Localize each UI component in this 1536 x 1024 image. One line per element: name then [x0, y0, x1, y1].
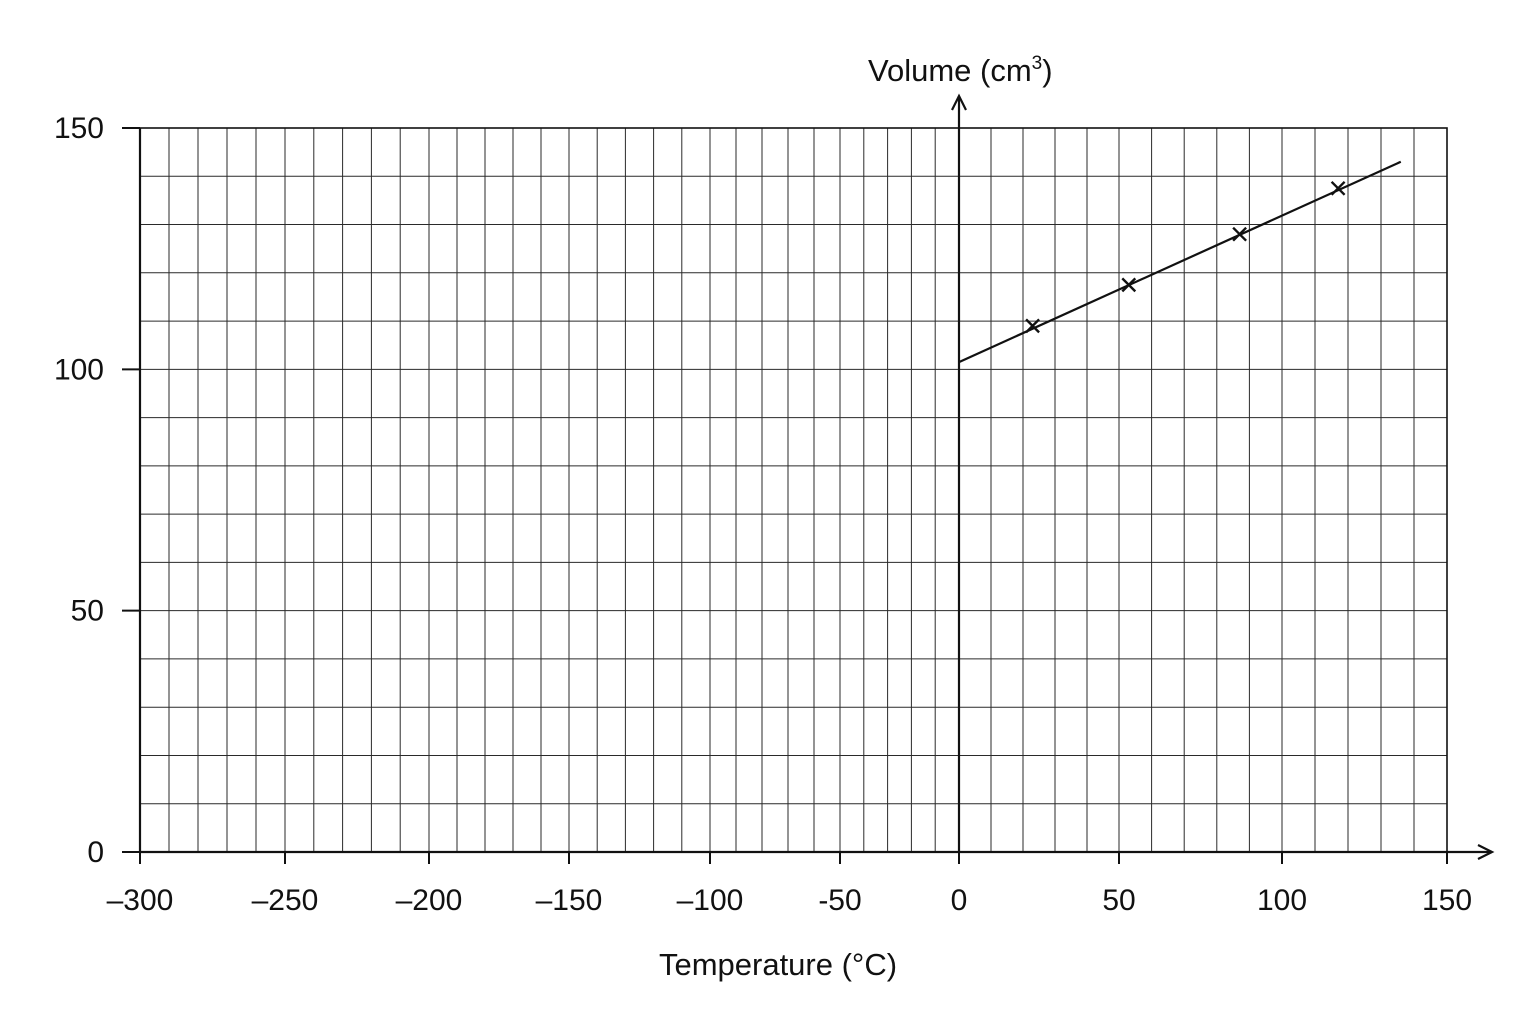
y-axis-title-close: )	[1042, 53, 1052, 88]
data-point	[1121, 277, 1137, 293]
y-tick-labels: 0 50 100 150	[54, 112, 104, 869]
data-point-stroke	[1330, 180, 1346, 196]
data-point-stroke	[1232, 226, 1247, 242]
x-tick-label: 150	[1422, 884, 1472, 917]
best-fit-line	[958, 160, 1402, 364]
x-tick-label: –300	[107, 884, 174, 917]
x-tick-label: 0	[951, 884, 968, 917]
data-point	[1025, 318, 1040, 334]
plot-area-border	[139, 127, 1448, 853]
y-tick-label: 0	[87, 836, 104, 869]
data-series	[958, 160, 1402, 364]
grid	[140, 128, 1447, 852]
x-axis-title: Temperature (°C)	[659, 947, 897, 982]
y-axis-title: Volume (cm3)	[868, 53, 1053, 88]
x-tick-label: 50	[1102, 884, 1135, 917]
x-tick-label: –250	[252, 884, 319, 917]
plot-frame	[138, 127, 1448, 853]
x-axis-arrow	[1477, 844, 1495, 860]
x-tick-label: –100	[677, 884, 744, 917]
axis-ticks	[122, 127, 1448, 864]
x-tick-label: 100	[1257, 884, 1307, 917]
x-tick-labels: –300 –250 –200 –150 –100 -50 0 50 100 150	[107, 884, 1472, 917]
y-axis-title-superscript: 3	[1032, 53, 1043, 74]
data-point-stroke	[1025, 318, 1040, 334]
x-tick-label: –150	[536, 884, 603, 917]
y-axis-arrow	[951, 93, 967, 111]
x-tick-label: -50	[818, 884, 861, 917]
data-point	[1232, 226, 1247, 242]
y-tick-label: 150	[54, 112, 104, 145]
data-point-stroke	[1121, 277, 1137, 293]
y-tick-label: 50	[71, 595, 104, 628]
y-axis-title-text: Volume (cm	[868, 53, 1032, 88]
data-point	[1330, 180, 1346, 196]
x-tick-label: –200	[396, 884, 463, 917]
y-tick-label: 100	[54, 353, 104, 386]
axes	[140, 93, 1495, 860]
